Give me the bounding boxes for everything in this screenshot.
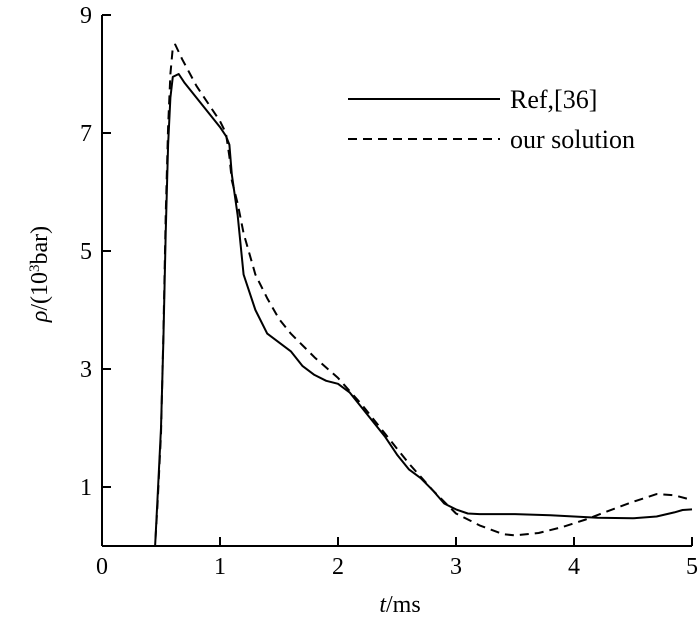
y-axis-title-pre: /(10 — [27, 272, 53, 311]
x-tick-label: 2 — [332, 554, 344, 580]
series-line-ref-36 — [102, 73, 693, 547]
y-tick-label: 3 — [80, 357, 92, 383]
x-axis-title-italic: t — [379, 592, 387, 618]
y-tick-label: 1 — [80, 475, 92, 501]
series-line-our-solution — [102, 43, 693, 547]
x-tick-label: 3 — [450, 554, 462, 580]
y-axis-title: ρ/(103bar) — [27, 226, 53, 323]
x-tick-label: 0 — [96, 554, 108, 580]
legend-label-our-solution: our solution — [510, 125, 635, 154]
legend: Ref,[36] our solution — [348, 85, 635, 154]
x-tick-label: 5 — [686, 554, 698, 580]
x-tick-label: 4 — [568, 554, 580, 580]
x-axis-title-unit: /ms — [386, 592, 421, 618]
y-axis-title-post: bar) — [27, 226, 53, 265]
y-tick-label: 7 — [80, 121, 92, 147]
y-tick-label: 9 — [80, 3, 92, 29]
y-axis: 1 3 5 7 9 — [80, 3, 111, 501]
legend-label-ref-36: Ref,[36] — [510, 85, 597, 114]
y-axis-title-italic: ρ — [27, 311, 53, 324]
x-axis: 0 1 2 3 4 5 — [96, 537, 698, 580]
y-axis-title-sup: 3 — [27, 264, 43, 272]
y-tick-label: 5 — [80, 239, 92, 265]
x-tick-label: 1 — [214, 554, 226, 580]
plot-area — [101, 15, 693, 547]
x-axis-title: t/ms — [379, 592, 420, 618]
